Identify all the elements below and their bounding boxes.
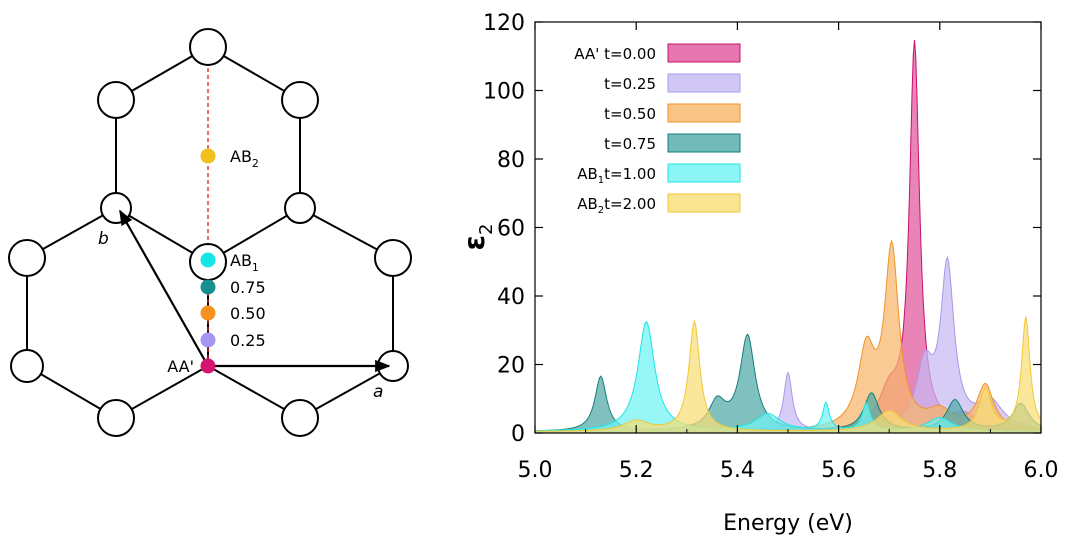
spectrum-chart: 0 20 40 60 80 100 120 5.0 5.2 5.4 5.6 5.8 6.0 AA' t=…: [458, 11, 1059, 536]
stacking-marker-dot: [200, 358, 216, 374]
legend-label: t=0.25: [604, 75, 656, 93]
stacking-markers: AB2 AB1 0.75 0.50 0.25 AA': [167, 147, 265, 376]
y-tick-label: 20: [497, 354, 525, 379]
stacking-marker-dot: [200, 305, 216, 321]
legend-swatch: [667, 163, 741, 183]
stacking-marker-dot: [200, 279, 216, 295]
x-tick-label: 5.0: [518, 458, 553, 483]
lattice-site: [97, 399, 135, 437]
x-tick-label: 5.6: [821, 458, 856, 483]
series-area: [534, 255, 1042, 434]
lattice-site: [281, 81, 319, 119]
y-tick-label: 80: [497, 148, 525, 173]
x-tick-label: 6.0: [1024, 458, 1059, 483]
legend-label: AB1t=1.00: [577, 165, 656, 186]
y-axis-label-main: ε: [458, 235, 491, 251]
stacking-marker-label: 0.50: [230, 304, 266, 323]
series-areas: [534, 40, 1042, 434]
stacking-marker-dot: [200, 252, 216, 268]
stacking-marker-dot: [200, 148, 216, 164]
y-tick-label: 100: [483, 80, 525, 105]
legend: AA' t=0.00 t=0.25 t=0.50 t=0.75 AB1t=1.00 AB2…: [574, 43, 741, 216]
axis-ticks: 0 20 40 60 80 100 120 5.0 5.2 5.4 5.6 5.8 6.0: [483, 11, 1059, 483]
lattice-site: [374, 239, 412, 277]
y-tick-label: 40: [497, 285, 525, 310]
legend-label: AB2t=2.00: [577, 195, 656, 216]
vector-b-arrow: [119, 209, 209, 367]
vector-a-label: a: [373, 382, 383, 402]
svg-text:ε2: ε2: [458, 223, 497, 250]
y-tick-label: 0: [511, 422, 525, 447]
lattice-diagram: b a AB2 AB1 0.75 0.50 0.25 AA': [8, 28, 412, 437]
lattice-panel: b a AB2 AB1 0.75 0.50 0.25 AA': [0, 0, 440, 541]
stacking-marker-label: AB1: [230, 251, 259, 274]
x-tick-label: 5.2: [619, 458, 654, 483]
legend-swatch: [667, 133, 741, 153]
y-tick-label: 60: [497, 217, 525, 242]
series-area: [534, 316, 1042, 434]
x-tick-label: 5.8: [922, 458, 957, 483]
stacking-marker-dot: [200, 332, 216, 348]
lattice-site: [100, 192, 132, 224]
vector-b-label: b: [98, 229, 109, 249]
x-tick-label: 5.4: [720, 458, 755, 483]
spectrum-panel: 0 20 40 60 80 100 120 5.0 5.2 5.4 5.6 5.8 6.0 AA' t=…: [440, 0, 1081, 541]
y-tick-label: 120: [483, 11, 525, 36]
series-area: [534, 320, 1042, 434]
y-axis-label: ε2: [458, 223, 497, 250]
y-axis-label-sub: 2: [476, 223, 497, 234]
lattice-site: [10, 349, 44, 383]
lattice-sites: [8, 28, 412, 437]
legend-label: t=0.50: [604, 105, 656, 123]
lattice-site: [97, 81, 135, 119]
legend-swatch: [667, 73, 741, 93]
stacking-marker-label: AA': [167, 357, 194, 376]
legend-label: t=0.75: [604, 135, 656, 153]
lattice-site: [189, 28, 227, 66]
legend-swatch: [667, 43, 741, 63]
lattice-site: [8, 239, 46, 277]
legend-swatch: [667, 103, 741, 123]
x-axis-label: Energy (eV): [723, 511, 853, 536]
stacking-marker-label: 0.75: [230, 278, 266, 297]
stacking-marker-label: AB2: [230, 147, 259, 170]
lattice-site: [281, 399, 319, 437]
legend-label: AA' t=0.00: [574, 45, 656, 63]
stacking-marker-label: 0.25: [230, 331, 266, 350]
legend-swatch: [667, 193, 741, 213]
lattice-site: [284, 192, 316, 224]
